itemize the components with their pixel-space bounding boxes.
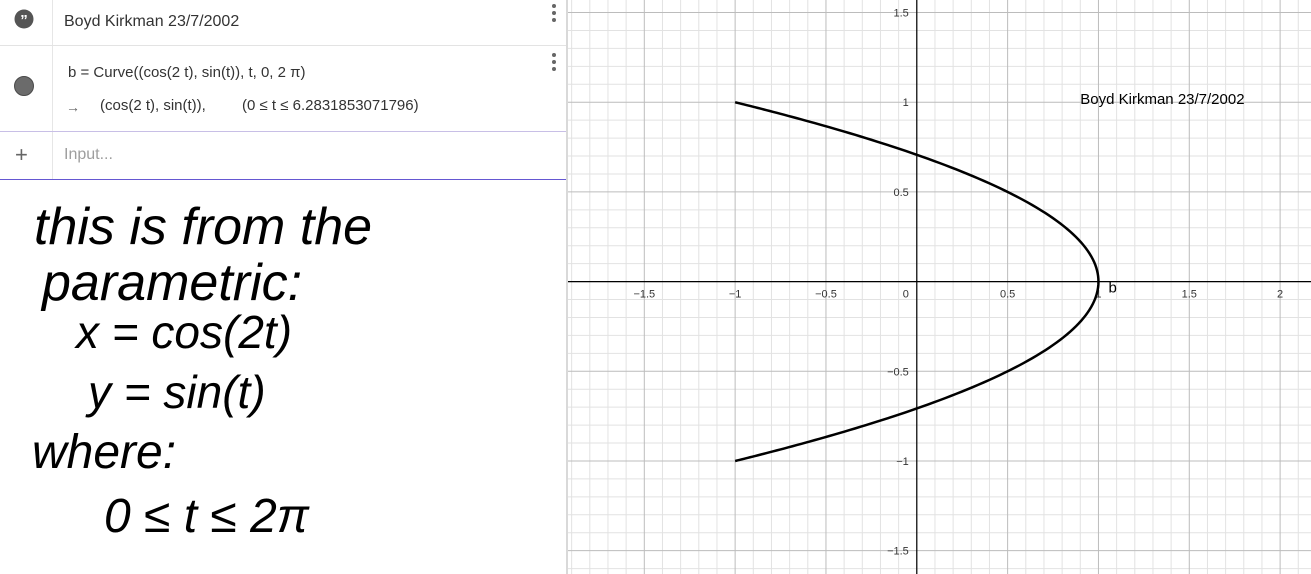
view-splitter[interactable] bbox=[566, 0, 568, 574]
svg-text:”: ” bbox=[20, 12, 28, 29]
x-tick-label: −0.5 bbox=[815, 289, 837, 301]
output-arrow-icon: → bbox=[66, 99, 80, 115]
add-item-marble[interactable]: + bbox=[0, 132, 53, 179]
curve-output-value: (cos(2 t), sin(t)), bbox=[100, 97, 206, 114]
note-line-3: x = cos(2t) bbox=[74, 306, 292, 358]
y-tick-label: 1 bbox=[903, 97, 909, 109]
graphing-canvas[interactable]: −1.5 −1 −0.5 0 0.5 1 1.5 2 1.510.5−0.5−1−1.5 b … bbox=[568, 0, 1311, 574]
note-line-6: 0 ≤ t ≤ 2π bbox=[104, 490, 310, 543]
note-line-5: where: bbox=[32, 426, 176, 479]
x-tick-label: 0 bbox=[903, 289, 909, 301]
x-axis-ticks: −1.5 −1 −0.5 0 0.5 1 1.5 2 bbox=[633, 289, 1283, 301]
curve-b[interactable] bbox=[734, 101, 1100, 463]
algebra-item-curve[interactable]: b = Curve((cos(2 t), sin(t)), t, 0, 2 π)… bbox=[0, 46, 566, 132]
y-tick-label: −1.5 bbox=[887, 546, 909, 558]
graphics-text-label[interactable]: Boyd Kirkman 23/7/2002 bbox=[1080, 91, 1244, 108]
y-tick-label: 1.5 bbox=[893, 8, 908, 20]
input-field[interactable]: Input... bbox=[64, 146, 113, 163]
input-bar[interactable]: + Input... bbox=[0, 132, 566, 180]
algebra-item-text[interactable]: ” Boyd Kirkman 23/7/2002 bbox=[0, 0, 566, 46]
more-menu-icon[interactable] bbox=[552, 53, 556, 74]
item-marble[interactable] bbox=[0, 46, 53, 131]
curve-label[interactable]: b bbox=[1108, 280, 1116, 297]
algebra-view: ” Boyd Kirkman 23/7/2002 b = Curve((cos(… bbox=[0, 0, 566, 574]
minor-grid bbox=[568, 0, 1311, 574]
curve-definition[interactable]: b = Curve((cos(2 t), sin(t)), t, 0, 2 π) bbox=[68, 64, 306, 81]
note-line-2: parametric: bbox=[40, 254, 302, 312]
graphics-view[interactable]: −1.5 −1 −0.5 0 0.5 1 1.5 2 1.5 1 0.5 −0.5 −1 −1.5 b … bbox=[568, 0, 1311, 574]
handwritten-note: this is from the parametric: x = cos(2t)… bbox=[32, 198, 372, 543]
x-tick-label: 2 bbox=[1277, 289, 1283, 301]
x-tick-label: −1.5 bbox=[633, 289, 655, 301]
object-marble-icon[interactable] bbox=[0, 46, 52, 131]
x-tick-label: 1.5 bbox=[1182, 289, 1197, 301]
y-tick-label: −0.5 bbox=[887, 366, 909, 378]
x-tick-label: 0.5 bbox=[1000, 289, 1015, 301]
curve-output-range: (0 ≤ t ≤ 6.2831853071796) bbox=[242, 97, 419, 114]
x-tick-label: 1 bbox=[1095, 289, 1101, 301]
more-menu-icon[interactable] bbox=[552, 4, 556, 25]
quote-icon[interactable]: ” bbox=[0, 0, 52, 45]
item-marble[interactable]: ” bbox=[0, 0, 53, 45]
y-tick-label: −1 bbox=[896, 456, 909, 468]
major-grid bbox=[568, 0, 1311, 574]
x-tick-label: −1 bbox=[729, 289, 742, 301]
y-axis-ticks: 1.5 1 0.5 −0.5 −1 −1.5 bbox=[887, 8, 909, 558]
y-tick-label: 0.5 bbox=[893, 187, 908, 199]
plus-icon[interactable]: + bbox=[15, 142, 28, 167]
text-item-content[interactable]: Boyd Kirkman 23/7/2002 bbox=[64, 13, 240, 30]
axes bbox=[568, 0, 1311, 574]
note-line-4: y = sin(t) bbox=[85, 366, 266, 418]
note-line-1: this is from the bbox=[34, 198, 372, 256]
